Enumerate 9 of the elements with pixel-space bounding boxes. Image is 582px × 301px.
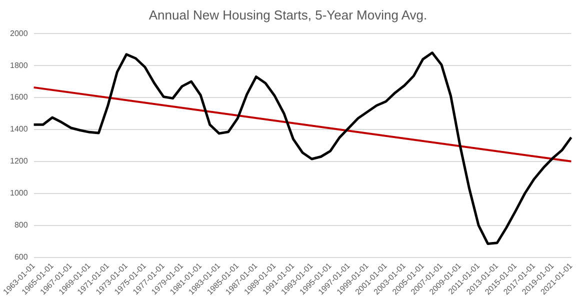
y-tick-label: 1400: [10, 124, 28, 134]
y-tick-label: 800: [14, 220, 28, 230]
y-tick-label: 600: [14, 252, 28, 262]
chart-title: Annual New Housing Starts, 5-Year Moving Avg.: [148, 7, 428, 22]
y-tick-label: 1000: [10, 188, 28, 198]
y-tick-label: 1200: [10, 156, 28, 166]
y-tick-label: 1800: [10, 60, 28, 70]
y-tick-label: 1600: [10, 92, 28, 102]
y-tick-label: 2000: [10, 28, 28, 38]
